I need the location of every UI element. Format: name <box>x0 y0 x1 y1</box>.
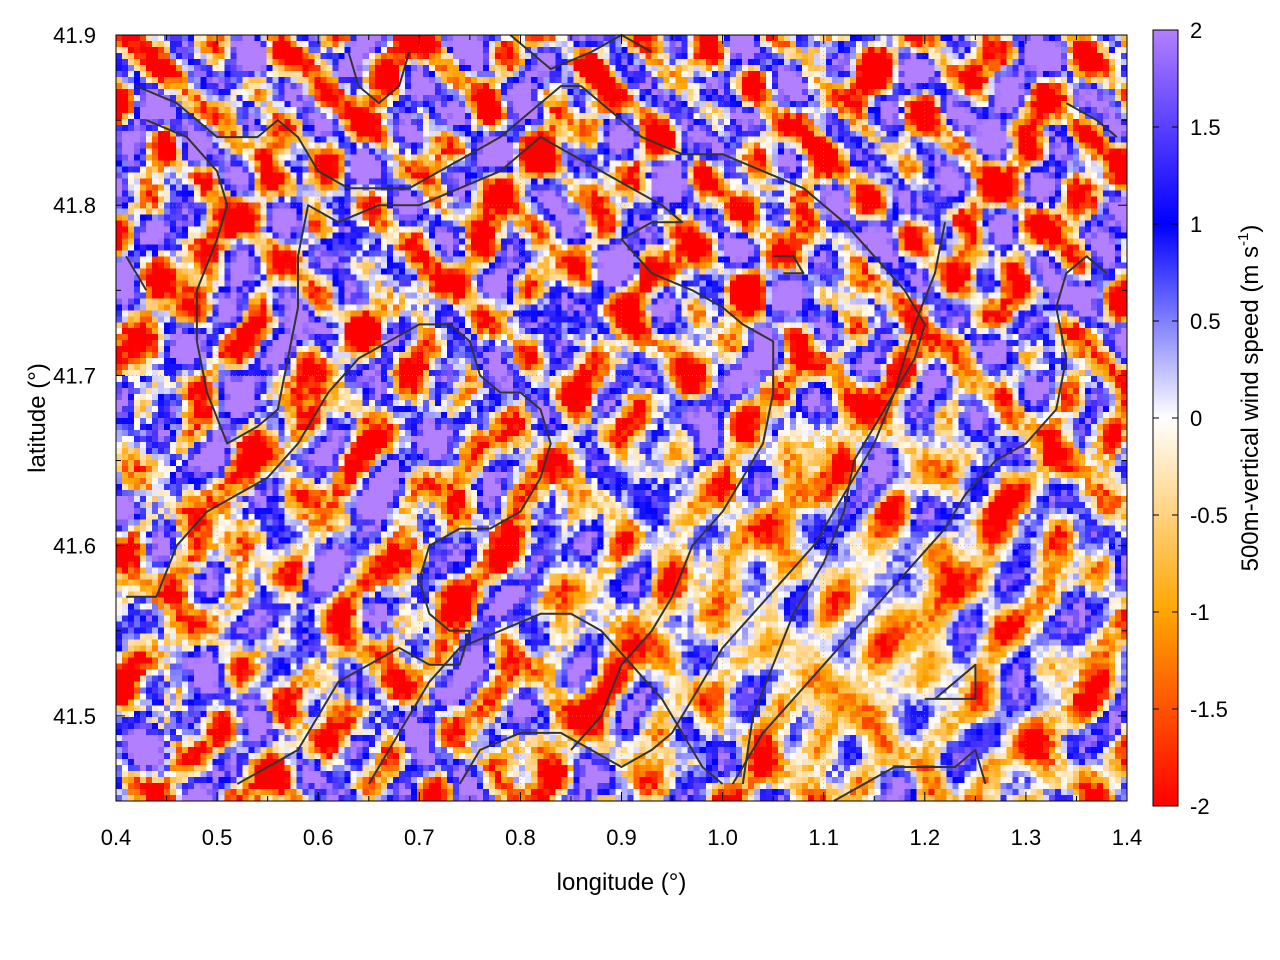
y-axis: 41.5 41.6 41.7 41.8 41.9 <box>53 23 1127 729</box>
colorbar-label: 500m-vertical wind speed (m s-1) <box>1235 225 1264 572</box>
colorbar-tick-label: 2 <box>1190 18 1202 43</box>
contours <box>125 34 1118 802</box>
y-tick-label: 41.9 <box>53 23 96 48</box>
x-tick-label: 0.5 <box>202 825 233 850</box>
contour-line <box>145 119 775 751</box>
colorbar-tick-label: -1.5 <box>1190 697 1228 722</box>
y-tick-label: 41.5 <box>53 704 96 729</box>
contour-line <box>126 323 552 785</box>
colorbar-tick-label: 1.5 <box>1190 115 1221 140</box>
x-tick-label: 0.6 <box>303 825 334 850</box>
x-tick-label: 1.1 <box>808 825 839 850</box>
colorbar-label-end: ) <box>1237 225 1264 233</box>
x-tick-label: 0.8 <box>505 825 536 850</box>
contour-line <box>1065 102 1118 138</box>
y-tick-label: 41.7 <box>53 363 96 388</box>
colorbar-tick-label: 0.5 <box>1190 309 1221 334</box>
x-tick-label: 0.9 <box>606 825 637 850</box>
contour-line <box>833 748 987 802</box>
y-tick-label: 41.6 <box>53 534 96 559</box>
colorbar-label-main: 500m-vertical wind speed (m s <box>1237 246 1264 571</box>
colorbar-tick-label: -2 <box>1190 794 1210 819</box>
colorbar-ticks: 2 1.5 1 0.5 0 -0.5 -1 -1.5 -2 <box>1153 18 1228 819</box>
contour-line <box>367 612 724 785</box>
x-axis: 0.4 0.5 0.6 0.7 0.8 0.9 1.0 1.1 1.2 1.3 1.4 <box>101 35 1143 850</box>
x-axis-label: longitude (°) <box>557 869 687 896</box>
contour-line <box>773 255 805 275</box>
contour-line <box>924 663 977 700</box>
x-tick-label: 0.4 <box>101 825 132 850</box>
y-tick-label: 41.8 <box>53 193 96 218</box>
colorbar-tick-label: 1 <box>1190 212 1202 237</box>
x-tick-label: 0.7 <box>404 825 435 850</box>
contour-line <box>458 222 946 785</box>
heatmap <box>116 35 1127 801</box>
x-tick-label: 1.3 <box>1011 825 1042 850</box>
x-tick-label: 1.0 <box>707 825 738 850</box>
colorbar-tick-label: -1 <box>1190 600 1210 625</box>
contour-line <box>731 255 1108 785</box>
contour-line <box>135 85 926 785</box>
colorbar-tick-label: -0.5 <box>1190 503 1228 528</box>
contour-line <box>347 51 411 105</box>
colorbar-label-superscript: -1 <box>1235 233 1252 246</box>
contour-line <box>509 34 653 70</box>
x-tick-label: 1.4 <box>1112 825 1143 850</box>
heatmap-image <box>116 35 1127 801</box>
contour-line <box>125 255 148 291</box>
x-tick-label: 1.2 <box>910 825 941 850</box>
y-axis-label: latitude (°) <box>24 363 51 473</box>
colorbar-tick-label: 0 <box>1190 406 1202 431</box>
